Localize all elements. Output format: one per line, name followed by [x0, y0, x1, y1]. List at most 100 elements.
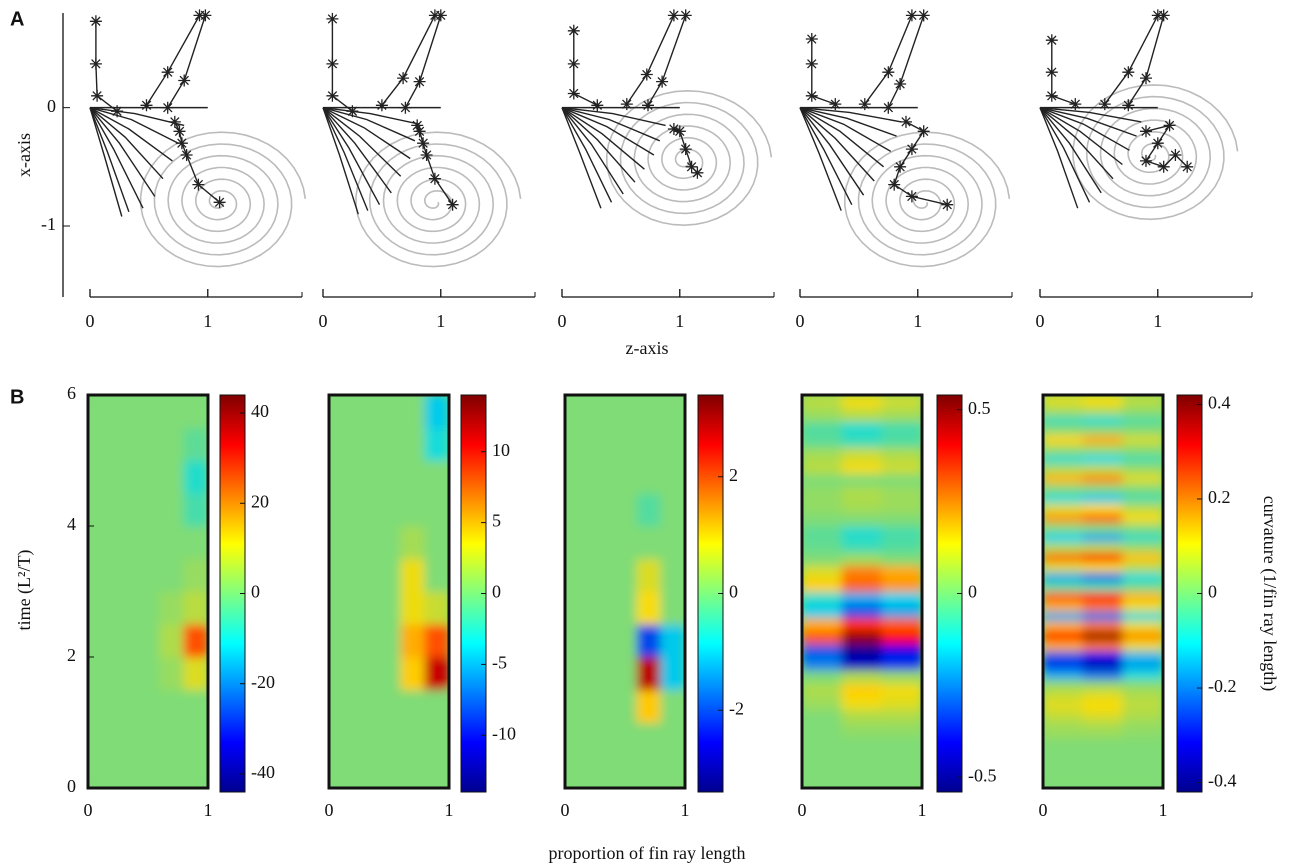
- heatmap-cell: [660, 591, 685, 625]
- heatmap-cell: [636, 427, 662, 461]
- heatmap-cell: [802, 420, 843, 435]
- heatmap-cell: [1122, 541, 1163, 553]
- colorbar-tick-label: 40: [251, 401, 269, 421]
- asterisk-marker: [1140, 154, 1152, 167]
- asterisk-marker: [620, 98, 633, 111]
- frame: [86, 393, 210, 790]
- heatmap-cell: [1122, 728, 1163, 740]
- colorbar-tick-label: 0.5: [968, 398, 991, 418]
- asterisk-marker: [673, 125, 686, 138]
- asterisk-marker: [905, 9, 918, 22]
- heatmap-cell: [588, 492, 614, 527]
- trajectory: [145, 15, 201, 106]
- asterisk-marker: [1069, 98, 1082, 111]
- colorbar-tick-label: 2: [729, 465, 738, 485]
- heatmap-cell: [841, 564, 883, 579]
- asterisk-marker: [591, 99, 604, 112]
- heatmap-cell: [111, 656, 137, 691]
- y-tick-label: -1: [41, 214, 56, 234]
- vortex: [139, 131, 307, 268]
- heatmap-cell: [588, 689, 614, 723]
- colorbar-tick-label: -0.2: [1208, 676, 1237, 696]
- asterisk-marker: [434, 9, 447, 22]
- heatmap-cell: [881, 722, 922, 737]
- fin-ray: [799, 107, 842, 211]
- heatmap-cell: [841, 774, 883, 788]
- heatmap-cell: [183, 395, 208, 429]
- heatmap-cell: [111, 525, 137, 560]
- heatmap-cell: [841, 525, 883, 540]
- heatmap-cell: [1082, 620, 1124, 632]
- heatmap-cell: [88, 591, 113, 625]
- heatmap-cell: [841, 682, 883, 697]
- heatmap-cell: [881, 551, 922, 566]
- asterisk-marker: [685, 160, 698, 173]
- heatmap-cell: [376, 558, 402, 592]
- asterisk-marker: [805, 33, 818, 45]
- heatmap-cell: [1043, 591, 1084, 602]
- heatmap-cell: [881, 630, 922, 645]
- heatmap-cell: [660, 722, 685, 756]
- vortex: [1072, 84, 1239, 221]
- heatmap-cell: [841, 407, 883, 422]
- fin-ray: [561, 107, 661, 142]
- heatmap-cell: [424, 525, 449, 560]
- heatmap-cell: [1043, 522, 1084, 534]
- fin-ray: [89, 107, 156, 197]
- heatmap-cell: [1082, 541, 1124, 553]
- heatmap-cell: [376, 591, 402, 625]
- heatmap-cell: [881, 708, 922, 723]
- heatmap-cell: [1082, 423, 1124, 435]
- heatmap-cell: [183, 591, 208, 625]
- heatmap-cell: [881, 460, 922, 475]
- asterisk-marker: [900, 115, 912, 128]
- asterisk-marker: [567, 24, 580, 37]
- heatmap-cell: [329, 492, 354, 527]
- heatmap-cell: [1122, 482, 1163, 494]
- asterisk-marker: [399, 101, 412, 114]
- heatmap-cell: [1043, 758, 1084, 769]
- x-tick-label: 0: [561, 800, 570, 820]
- x-tick-label: 0: [1039, 800, 1048, 820]
- heatmap-cell: [565, 656, 590, 691]
- asterisk-marker: [161, 66, 174, 79]
- heatmap-cell: [881, 499, 922, 514]
- heatmap-cell: [159, 656, 185, 691]
- heatmap-cell: [1122, 738, 1163, 750]
- heatmap-cell: [1122, 443, 1163, 455]
- heatmap-cell: [881, 433, 922, 448]
- heatmap-cell: [1082, 748, 1124, 760]
- heatmap-cell: [88, 722, 113, 756]
- vortex: [843, 131, 1011, 268]
- heatmap-cell: [183, 623, 208, 658]
- fin-ray: [1039, 107, 1091, 203]
- heatmap-cell: [841, 669, 883, 684]
- heatmap-cell: [424, 722, 449, 756]
- heatmap-cell: [424, 623, 449, 658]
- colorbar-tick-label: 5: [492, 511, 501, 531]
- asterisk-marker: [882, 101, 895, 114]
- heatmap-cell: [159, 525, 185, 560]
- heatmap-cell: [424, 395, 449, 429]
- colorbar-tick-label: 0: [251, 582, 260, 602]
- heatmap-cell: [802, 695, 843, 710]
- fin-ray: [799, 107, 865, 196]
- heatmap-cell: [881, 407, 922, 422]
- fin-ray: [799, 107, 853, 206]
- heatmap-cell: [881, 420, 922, 435]
- heatmap-cell: [612, 395, 638, 429]
- fin-ray: [799, 107, 875, 182]
- heatmap-cell: [588, 623, 614, 658]
- heatmap-cell: [1082, 591, 1124, 602]
- heatmap-cell: [802, 604, 843, 619]
- heatmap-cell: [1043, 669, 1084, 681]
- asterisk-marker: [89, 57, 102, 70]
- heatmap-cell: [881, 564, 922, 579]
- heatmap-cell: [660, 754, 685, 788]
- heatmap-cell: [588, 525, 614, 560]
- asterisk-marker: [326, 12, 339, 25]
- heatmap-cell: [565, 492, 590, 527]
- heatmap-cell: [400, 492, 426, 527]
- heatmap-cell: [802, 433, 843, 448]
- fin-ray: [89, 107, 123, 217]
